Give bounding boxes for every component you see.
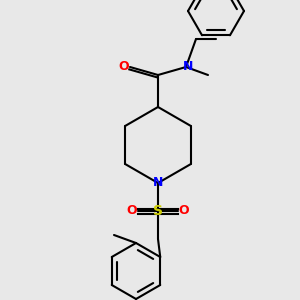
Text: N: N	[153, 176, 163, 190]
Text: N: N	[183, 61, 193, 74]
Text: O: O	[119, 61, 129, 74]
Text: O: O	[179, 205, 189, 218]
Text: O: O	[127, 205, 137, 218]
Text: S: S	[153, 204, 163, 218]
